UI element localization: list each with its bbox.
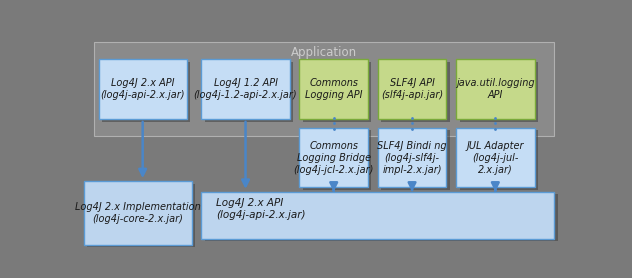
FancyBboxPatch shape (378, 128, 446, 187)
FancyBboxPatch shape (456, 59, 535, 119)
FancyBboxPatch shape (459, 62, 538, 121)
Text: JUL Adapter
(log4j-jul-
2.x.jar): JUL Adapter (log4j-jul- 2.x.jar) (466, 140, 524, 175)
FancyBboxPatch shape (300, 59, 368, 119)
FancyBboxPatch shape (205, 62, 293, 121)
Text: java.util.logging
API: java.util.logging API (456, 78, 535, 100)
Text: SLF4J Bindi ng
(log4j-slf4j-
impl-2.x.jar): SLF4J Bindi ng (log4j-slf4j- impl-2.x.ja… (377, 140, 447, 175)
Text: Log4J 2.x API
(log4j-api-2.x.jar): Log4J 2.x API (log4j-api-2.x.jar) (216, 198, 306, 220)
Text: Log4J 1.2 API
(log4j-1.2-api-2.x.jar): Log4J 1.2 API (log4j-1.2-api-2.x.jar) (194, 78, 297, 100)
FancyBboxPatch shape (303, 130, 372, 190)
FancyBboxPatch shape (381, 62, 450, 121)
FancyBboxPatch shape (459, 130, 538, 190)
FancyBboxPatch shape (381, 130, 450, 190)
FancyBboxPatch shape (300, 128, 368, 187)
FancyBboxPatch shape (202, 59, 289, 119)
FancyBboxPatch shape (303, 62, 372, 121)
FancyBboxPatch shape (94, 42, 554, 136)
Text: SLF4J API
(slf4j-api.jar): SLF4J API (slf4j-api.jar) (381, 78, 443, 100)
Text: Log4J 2.x API
(log4j-api-2.x.jar): Log4J 2.x API (log4j-api-2.x.jar) (100, 78, 185, 100)
FancyBboxPatch shape (84, 181, 191, 245)
FancyBboxPatch shape (456, 128, 535, 187)
Text: Application: Application (291, 46, 357, 59)
FancyBboxPatch shape (87, 184, 195, 248)
FancyBboxPatch shape (102, 62, 190, 121)
Text: Commons
Logging API: Commons Logging API (305, 78, 362, 100)
FancyBboxPatch shape (99, 59, 187, 119)
Text: Commons
Logging Bridge
(log4j-jcl-2.x.jar): Commons Logging Bridge (log4j-jcl-2.x.ja… (293, 140, 374, 175)
FancyBboxPatch shape (202, 192, 554, 239)
FancyBboxPatch shape (378, 59, 446, 119)
FancyBboxPatch shape (205, 194, 557, 241)
Text: Log4J 2.x Implementation
(log4j-core-2.x.jar): Log4J 2.x Implementation (log4j-core-2.x… (75, 202, 200, 224)
